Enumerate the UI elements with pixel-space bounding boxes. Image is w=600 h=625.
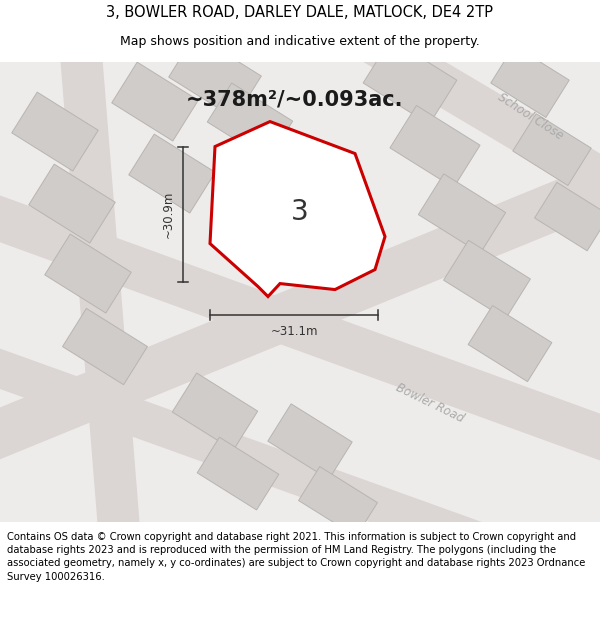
Text: Map shows position and indicative extent of the property.: Map shows position and indicative extent… [120,35,480,48]
Polygon shape [268,404,352,479]
Polygon shape [169,35,262,118]
Polygon shape [197,438,279,510]
Polygon shape [535,182,600,251]
Polygon shape [0,191,600,472]
Polygon shape [443,240,530,319]
Polygon shape [45,234,131,313]
Polygon shape [418,174,506,253]
Polygon shape [359,24,600,219]
Polygon shape [0,344,487,559]
Text: 3: 3 [291,198,309,226]
Text: ~378m²/~0.093ac.: ~378m²/~0.093ac. [186,89,404,109]
Text: Contains OS data © Crown copyright and database right 2021. This information is : Contains OS data © Crown copyright and d… [7,532,586,582]
Polygon shape [513,114,591,186]
Text: 3, BOWLER ROAD, DARLEY DALE, MATLOCK, DE4 2TP: 3, BOWLER ROAD, DARLEY DALE, MATLOCK, DE… [107,4,493,19]
Polygon shape [390,106,480,188]
Polygon shape [12,92,98,171]
Polygon shape [29,164,115,243]
Polygon shape [363,39,457,124]
Text: ~30.9m: ~30.9m [162,191,175,238]
Polygon shape [299,467,377,536]
Polygon shape [491,46,569,118]
Text: School Close: School Close [495,91,565,142]
Polygon shape [112,62,198,141]
Polygon shape [207,83,293,160]
Text: ~31.1m: ~31.1m [270,324,318,338]
Polygon shape [468,306,552,382]
Polygon shape [129,134,215,213]
Polygon shape [59,40,141,543]
Polygon shape [62,308,148,385]
Text: Bowler Road: Bowler Road [394,381,466,426]
Polygon shape [0,149,600,464]
Polygon shape [172,373,258,450]
Polygon shape [210,121,385,296]
